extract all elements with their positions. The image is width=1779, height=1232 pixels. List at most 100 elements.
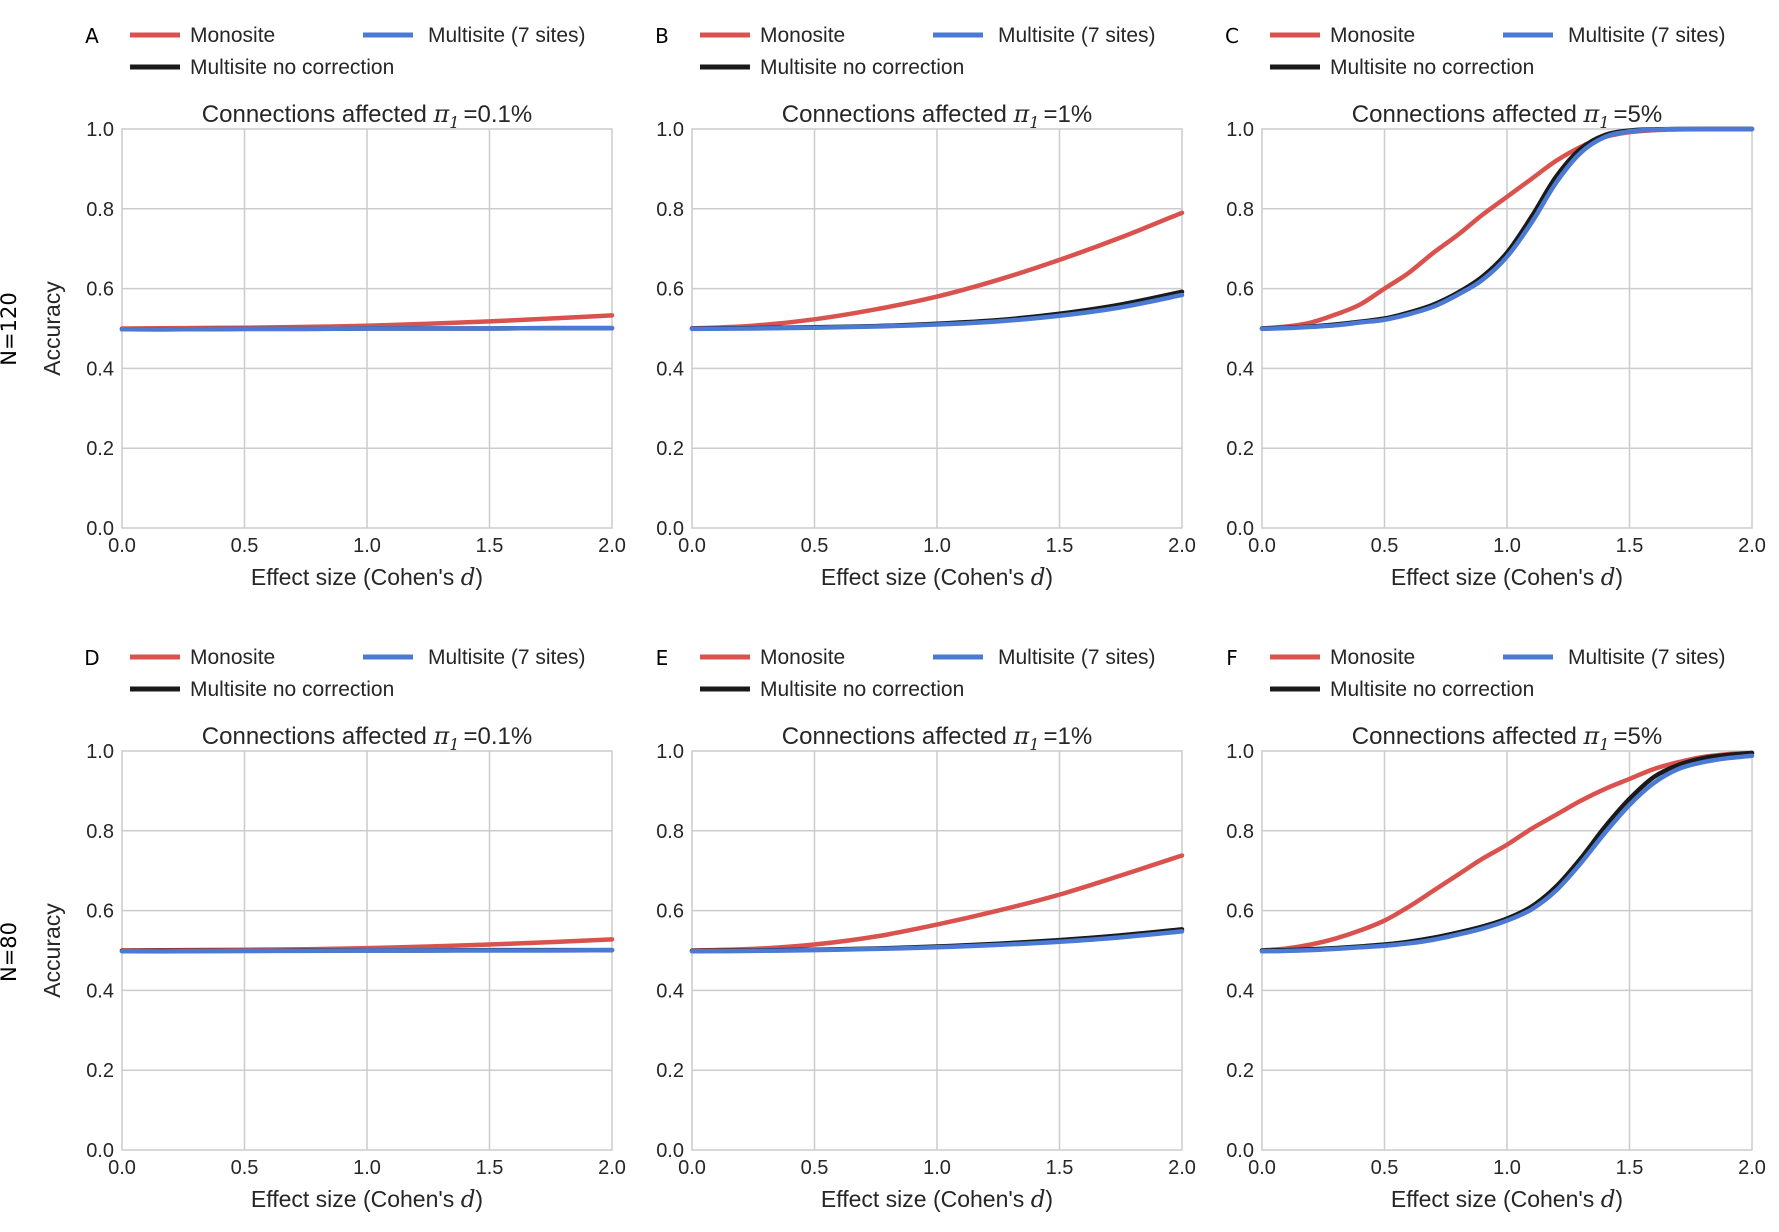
- series-line-multisite-7-sites-a: [119, 325, 615, 332]
- series-line-multisite-7-sites-f: [1259, 753, 1755, 954]
- x-tick-label: 0.5: [1371, 1157, 1399, 1179]
- x-axis-title-prefix: Effect size (Cohen's: [251, 1186, 461, 1212]
- x-tick-label: 1.0: [353, 535, 381, 557]
- x-axis-title-prefix: Effect size (Cohen's: [821, 1186, 1031, 1212]
- y-tick-label: 0.2: [656, 1060, 684, 1082]
- y-tick-label: 0.4: [1226, 358, 1254, 380]
- legend-label-monosite: Monosite: [190, 24, 275, 47]
- x-axis-title-a: Effect size (Cohen's d): [251, 564, 483, 591]
- series-line-multisite-7-sites-c: [1259, 126, 1755, 332]
- title-value: =5%: [1613, 101, 1662, 128]
- legend-label-monosite: Monosite: [760, 646, 845, 669]
- panel-c: C Monosite Multisite (7 sites) Multisite no…: [1225, 24, 1766, 591]
- y-tick-label: 1.0: [1226, 741, 1254, 763]
- y-tick-label: 0.0: [86, 518, 114, 540]
- x-axis-title-suffix: ): [1045, 564, 1053, 590]
- title-subscript: 1: [449, 735, 459, 754]
- x-axis-title-suffix: ): [475, 564, 483, 590]
- title-pi-symbol: π: [1013, 722, 1031, 750]
- panel-f: F Monosite Multisite (7 sites) Multisite no…: [1226, 646, 1766, 1213]
- legend-label-nocorrection: Multisite no correction: [760, 678, 964, 701]
- series-line-monosite-b: [689, 210, 1185, 331]
- x-axis-title-symbol: d: [1601, 565, 1616, 591]
- title-prefix: Connections affected: [202, 101, 434, 128]
- title-prefix: Connections affected: [1352, 101, 1584, 128]
- panel-letter-c: C: [1225, 24, 1239, 48]
- title-prefix: Connections affected: [782, 101, 1014, 128]
- title-value: =5%: [1613, 723, 1662, 750]
- title-subscript: 1: [1599, 735, 1609, 754]
- title-pi-symbol: π: [1013, 100, 1031, 128]
- x-axis-title-symbol: d: [461, 1187, 476, 1213]
- title-value: =1%: [1043, 723, 1092, 750]
- title-pi-symbol: π: [1583, 722, 1601, 750]
- x-tick-label: 1.5: [476, 535, 504, 557]
- y-tick-label: 0.6: [86, 901, 114, 923]
- row-label-n80: N=80: [0, 922, 21, 982]
- x-tick-label: 1.5: [1046, 1157, 1074, 1179]
- legend-label-multisite: Multisite (7 sites): [428, 646, 586, 669]
- legend-label-multisite: Multisite (7 sites): [998, 646, 1156, 669]
- x-tick-label: 0.0: [678, 1157, 706, 1179]
- legend-label-nocorrection: Multisite no correction: [1330, 678, 1534, 701]
- legend-label-multisite: Multisite (7 sites): [1568, 24, 1726, 47]
- y-tick-label: 0.8: [86, 821, 114, 843]
- title-subscript: 1: [1029, 113, 1039, 132]
- legend-label-monosite: Monosite: [760, 24, 845, 47]
- y-tick-label: 0.4: [1226, 980, 1254, 1002]
- x-axis-title-prefix: Effect size (Cohen's: [821, 564, 1031, 590]
- panel-title-b: Connections affected π1 =1%: [782, 100, 1092, 132]
- panel-d: D Monosite Multisite (7 sites) Multisite no…: [39, 646, 626, 1213]
- x-axis-title-symbol: d: [461, 565, 476, 591]
- y-tick-label: 0.2: [1226, 438, 1254, 460]
- y-tick-label: 0.2: [656, 438, 684, 460]
- panel-a: A Monosite Multisite (7 sites) Multisite no…: [39, 24, 626, 591]
- y-tick-label: 0.2: [1226, 1060, 1254, 1082]
- legend-label-nocorrection: Multisite no correction: [190, 56, 394, 79]
- row-label-n120: N=120: [0, 292, 21, 365]
- legend-label-nocorrection: Multisite no correction: [760, 56, 964, 79]
- panel-b: B Monosite Multisite (7 sites) Multisite no…: [655, 24, 1196, 591]
- y-tick-label: 0.6: [656, 901, 684, 923]
- x-axis-title-b: Effect size (Cohen's d): [821, 564, 1053, 591]
- x-axis-title-symbol: d: [1031, 1187, 1046, 1213]
- x-tick-label: 0.5: [801, 1157, 829, 1179]
- x-tick-label: 0.0: [108, 1157, 136, 1179]
- title-subscript: 1: [1029, 735, 1039, 754]
- x-tick-label: 2.0: [1738, 535, 1766, 557]
- legend-label-monosite: Monosite: [1330, 24, 1415, 47]
- x-axis-title-prefix: Effect size (Cohen's: [251, 564, 461, 590]
- x-axis-title-e: Effect size (Cohen's d): [821, 1186, 1053, 1213]
- x-tick-label: 1.5: [476, 1157, 504, 1179]
- x-axis-title-suffix: ): [1615, 1186, 1623, 1212]
- y-tick-label: 0.6: [86, 279, 114, 301]
- panel-letter-f: F: [1226, 646, 1238, 670]
- y-tick-label: 0.0: [86, 1140, 114, 1162]
- series-line-multisite-7-sites-d: [119, 947, 615, 954]
- y-tick-label: 0.4: [656, 980, 684, 1002]
- x-axis-title-d: Effect size (Cohen's d): [251, 1186, 483, 1213]
- x-axis-title-symbol: d: [1031, 565, 1046, 591]
- title-subscript: 1: [1599, 113, 1609, 132]
- y-tick-label: 0.0: [656, 1140, 684, 1162]
- x-tick-label: 2.0: [1738, 1157, 1766, 1179]
- legend-label-monosite: Monosite: [1330, 646, 1415, 669]
- panel-title-f: Connections affected π1 =5%: [1352, 722, 1662, 754]
- y-tick-label: 0.8: [656, 199, 684, 221]
- legend-label-nocorrection: Multisite no correction: [1330, 56, 1534, 79]
- title-prefix: Connections affected: [202, 723, 434, 750]
- x-tick-label: 1.0: [1493, 1157, 1521, 1179]
- y-tick-label: 0.8: [1226, 821, 1254, 843]
- panel-title-d: Connections affected π1 =0.1%: [202, 722, 532, 754]
- y-tick-label: 1.0: [656, 119, 684, 141]
- y-tick-label: 0.6: [1226, 901, 1254, 923]
- x-tick-label: 1.0: [923, 1157, 951, 1179]
- title-subscript: 1: [449, 113, 459, 132]
- legend-label-nocorrection: Multisite no correction: [190, 678, 394, 701]
- panel-title-a: Connections affected π1 =0.1%: [202, 100, 532, 132]
- x-tick-label: 0.0: [678, 535, 706, 557]
- y-tick-label: 0.4: [86, 980, 114, 1002]
- x-tick-label: 0.5: [801, 535, 829, 557]
- title-value: =0.1%: [463, 101, 532, 128]
